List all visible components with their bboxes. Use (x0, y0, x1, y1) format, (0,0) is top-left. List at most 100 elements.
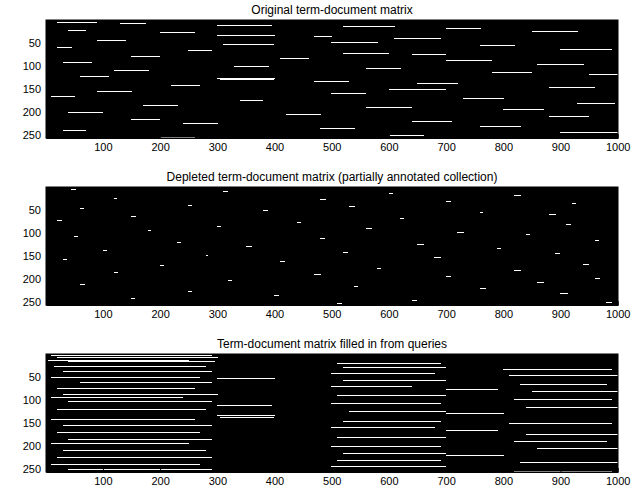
x-tick: 700 (437, 468, 455, 487)
cell-run (589, 74, 618, 75)
cell-run (97, 40, 126, 41)
cell-run (223, 44, 274, 45)
cell-run (68, 112, 103, 113)
cell-run (331, 373, 435, 374)
x-tick: 700 (437, 134, 455, 153)
cell-run (509, 375, 618, 376)
cell-run (480, 126, 521, 127)
x-tick: 500 (323, 468, 341, 487)
cell-run (412, 121, 453, 122)
cell-run (114, 70, 149, 71)
x-tick: 100 (94, 134, 112, 153)
y-tick: 50 (29, 371, 50, 383)
x-tick: 500 (323, 301, 341, 320)
cell-run (560, 49, 612, 50)
cell-run (97, 91, 132, 92)
cell-run (514, 441, 606, 442)
cell-run (68, 361, 214, 362)
x-tick-label: 1000 (606, 141, 630, 153)
cell-run (509, 423, 613, 424)
cell-run (417, 244, 423, 245)
y-tick-mark (46, 469, 50, 470)
cells (57, 189, 612, 304)
cell-run (331, 427, 435, 428)
y-tick: 50 (29, 37, 50, 49)
x-tick: 400 (266, 468, 284, 487)
x-tick: 200 (151, 301, 169, 320)
cell-run (463, 98, 504, 99)
cell-run (412, 54, 447, 55)
cell-run (240, 100, 263, 101)
x-tick-label: 600 (380, 308, 398, 320)
cell-run (80, 208, 84, 209)
y-tick-label: 200 (23, 273, 41, 285)
plot-frame (46, 187, 618, 305)
cell-run (217, 35, 275, 36)
cell-run (389, 135, 424, 136)
cell-run (412, 300, 417, 301)
cell-run (188, 205, 192, 206)
x-tick-label: 400 (266, 141, 284, 153)
x-tick-mark (217, 134, 218, 138)
cell-run (446, 455, 504, 456)
cell-run (63, 130, 86, 131)
cell-run (131, 216, 136, 217)
cell-run (114, 198, 117, 199)
cell-run (148, 230, 151, 231)
cell-run (63, 394, 218, 395)
x-tick: 100 (94, 468, 112, 487)
cell-run (217, 378, 275, 379)
y-tick-label: 50 (29, 37, 41, 49)
x-axis: 1002003004005006007008009001000 (47, 468, 631, 487)
cell-run (63, 450, 207, 451)
x-tick-mark (217, 301, 218, 305)
cell-run (343, 380, 447, 381)
cell-run (417, 83, 458, 84)
cell-run (63, 259, 67, 260)
cell-run (457, 232, 463, 233)
cell-run (57, 409, 206, 410)
y-tick-label: 100 (23, 227, 41, 239)
y-tick-mark (46, 43, 50, 44)
cell-run (337, 460, 441, 461)
cell-run (68, 469, 212, 470)
y-tick-label: 200 (23, 106, 41, 118)
cell-run (595, 278, 600, 279)
y-tick-mark (46, 423, 50, 424)
x-tick-label: 200 (151, 141, 169, 153)
cell-run (80, 76, 109, 77)
x-tick-label: 300 (209, 308, 227, 320)
cell-run (514, 471, 612, 472)
cell-run (503, 109, 544, 110)
cell-run (366, 107, 412, 108)
cell-run (51, 377, 200, 378)
cell-run (389, 89, 447, 90)
x-tick-mark (561, 468, 562, 472)
cell-run (606, 302, 612, 303)
cell-run (263, 210, 268, 211)
cell-run (71, 189, 76, 190)
cell-run (54, 366, 206, 367)
y-tick-label: 200 (23, 440, 41, 452)
x-tick-mark (103, 134, 104, 138)
cell-run (280, 58, 309, 59)
x-tick-label: 700 (437, 475, 455, 487)
x-tick-mark (160, 301, 161, 305)
x-tick-label: 700 (437, 308, 455, 320)
cell-run (446, 276, 451, 277)
cell-run (177, 242, 181, 243)
cell-run (434, 257, 440, 258)
cell-run (526, 434, 618, 435)
x-tick-mark (275, 134, 276, 138)
x-tick-label: 600 (380, 475, 398, 487)
cell-run (103, 250, 107, 251)
cell-run (446, 201, 451, 202)
y-tick: 50 (29, 204, 50, 216)
x-tick: 200 (151, 468, 169, 487)
cell-run (314, 81, 349, 82)
cells (51, 22, 618, 138)
cell-run (114, 272, 118, 273)
x-tick: 800 (495, 301, 513, 320)
cell-run (160, 32, 195, 33)
cell-run (532, 391, 618, 392)
